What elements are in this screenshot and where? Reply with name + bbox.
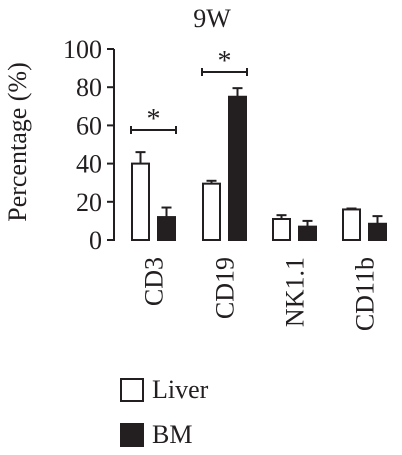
legend-label-liver: Liver — [152, 375, 209, 404]
legend-item-liver: Liver — [120, 375, 208, 405]
significance-star-cd3: * — [147, 104, 161, 135]
y-tick-label-60: 60 — [76, 111, 102, 140]
legend-label-bm: BM — [152, 420, 193, 449]
x-tick-label-cd19: CD19 — [211, 257, 240, 319]
bar-nk1-1-bm — [298, 225, 317, 242]
y-tick-label-0: 0 — [89, 226, 102, 255]
legend-swatch-liver — [120, 378, 144, 402]
legend-swatch-bm — [120, 423, 144, 447]
bar-nk1-1-liver — [272, 217, 291, 242]
x-tick-label-cd11b: CD11b — [351, 257, 380, 331]
y-tick-label-80: 80 — [76, 73, 102, 102]
significance-bracket-cd3 — [130, 126, 177, 134]
legend-item-bm: BM — [120, 420, 192, 450]
bar-cd3-bm — [157, 216, 176, 242]
significance-star-cd19: * — [218, 46, 232, 77]
x-tick-label-cd3: CD3 — [140, 257, 169, 306]
y-axis-label: Percentage (%) — [3, 62, 32, 222]
significance-bracket-cd19 — [201, 68, 248, 76]
y-tick-label-20: 20 — [76, 188, 102, 217]
chart-title: 9W — [193, 4, 231, 33]
plot-area: 0 20 40 60 80 100 CD3 CD19 NK1.1 CD11b * * — [63, 35, 387, 331]
x-tick-label-nk1-1: NK1.1 — [281, 257, 310, 327]
bar-cd11b-liver — [342, 208, 361, 242]
bar-cd19-liver — [202, 182, 221, 241]
bar-cd3-liver — [131, 162, 150, 242]
bar-cd19-bm — [228, 95, 247, 241]
y-tick-label-40: 40 — [76, 150, 102, 179]
bar-cd11b-bm — [368, 222, 387, 241]
y-tick-label-100: 100 — [63, 35, 102, 64]
